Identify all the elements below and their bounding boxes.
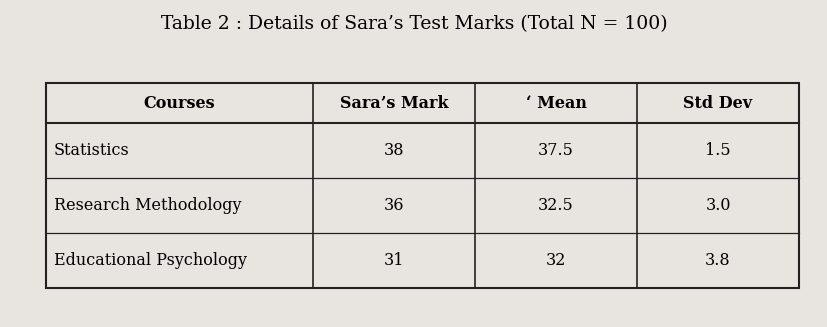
Text: 38: 38 — [383, 142, 404, 159]
Text: 32.5: 32.5 — [538, 197, 573, 214]
Text: 37.5: 37.5 — [538, 142, 573, 159]
Text: Table 2 : Details of Sara’s Test Marks (Total N = 100): Table 2 : Details of Sara’s Test Marks (… — [160, 15, 667, 33]
Text: Sara’s Mark: Sara’s Mark — [339, 95, 447, 112]
Text: Educational Psychology: Educational Psychology — [54, 252, 246, 269]
Text: Std Dev: Std Dev — [682, 95, 752, 112]
Text: Statistics: Statistics — [54, 142, 129, 159]
Text: Courses: Courses — [143, 95, 215, 112]
Text: 3.8: 3.8 — [705, 252, 730, 269]
Text: ‘ Mean: ‘ Mean — [525, 95, 586, 112]
Text: 31: 31 — [383, 252, 404, 269]
Text: 32: 32 — [545, 252, 566, 269]
Text: 36: 36 — [383, 197, 404, 214]
Text: Research Methodology: Research Methodology — [54, 197, 241, 214]
Text: 1.5: 1.5 — [705, 142, 730, 159]
Bar — [45, 83, 798, 288]
Text: 3.0: 3.0 — [705, 197, 730, 214]
